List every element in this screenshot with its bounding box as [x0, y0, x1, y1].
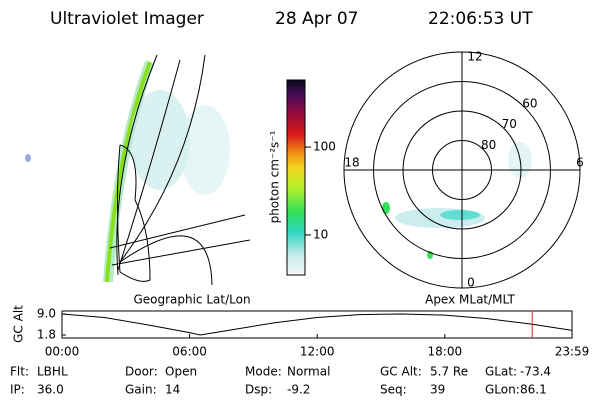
- y-tick-label: 9.0: [37, 307, 56, 321]
- polar-ring-label: 80: [481, 138, 496, 152]
- x-tick-label: 06:00: [172, 345, 207, 359]
- colorbar-label: photon cm⁻²s⁻¹: [268, 130, 282, 223]
- field-label: Flt:: [10, 365, 29, 379]
- field-label: IP:: [10, 383, 25, 397]
- field-value: 86.1: [520, 383, 547, 397]
- polar-ring-label: 70: [502, 117, 517, 131]
- polar-ring-label: 60: [522, 97, 537, 111]
- field-value: -73.4: [520, 365, 551, 379]
- altitude-line: [61, 313, 573, 336]
- x-tick-label: 18:00: [428, 345, 463, 359]
- colorbar-tick-label: 100: [313, 140, 336, 154]
- mlt-label: 6: [576, 156, 584, 170]
- mlt-label: 0: [467, 276, 475, 290]
- geographic-image: [25, 54, 251, 286]
- field-label: GLon:: [485, 383, 520, 397]
- field-label: Dsp:: [245, 383, 272, 397]
- field-value: Open: [165, 365, 197, 379]
- field-value: Normal: [287, 365, 330, 379]
- field-value: 14: [165, 383, 180, 397]
- colorbar: [286, 79, 306, 276]
- field-value: -9.2: [287, 383, 310, 397]
- field-label: Gain:: [125, 383, 157, 397]
- timeline-frame: [61, 310, 573, 339]
- field-value: LBHL: [37, 365, 68, 379]
- x-tick-label: 23:59: [555, 345, 590, 359]
- left-panel-title: Geographic Lat/Lon: [133, 293, 250, 307]
- polar-ring: [402, 110, 522, 230]
- mlt-label: 12: [467, 50, 482, 64]
- mlt-label: 18: [344, 156, 359, 170]
- x-tick-label: 12:00: [300, 345, 335, 359]
- field-value: 36.0: [37, 383, 64, 397]
- polar-image: [344, 52, 580, 288]
- x-tick-label: 00:00: [45, 345, 80, 359]
- polar-ring: [432, 140, 492, 200]
- polar-ring: [373, 81, 551, 259]
- y-tick-label: 1.8: [37, 328, 56, 342]
- polar-outer-ring: [343, 51, 581, 289]
- time: 22:06:53 UT: [428, 9, 533, 29]
- field-value: 39: [430, 383, 445, 397]
- field-label: GLat:: [485, 365, 517, 379]
- field-value: 5.7 Re: [430, 365, 468, 379]
- right-panel-title: Apex MLat/MLT: [425, 293, 515, 307]
- colorbar-tick-label: 10: [313, 227, 328, 241]
- date: 28 Apr 07: [275, 9, 358, 29]
- field-label: Mode:: [245, 365, 282, 379]
- field-label: GC Alt:: [380, 365, 422, 379]
- field-label: Seq:: [380, 383, 407, 397]
- timeline-y-label: GC Alt: [12, 305, 26, 343]
- field-label: Door:: [125, 365, 158, 379]
- title: Ultraviolet Imager: [50, 9, 204, 29]
